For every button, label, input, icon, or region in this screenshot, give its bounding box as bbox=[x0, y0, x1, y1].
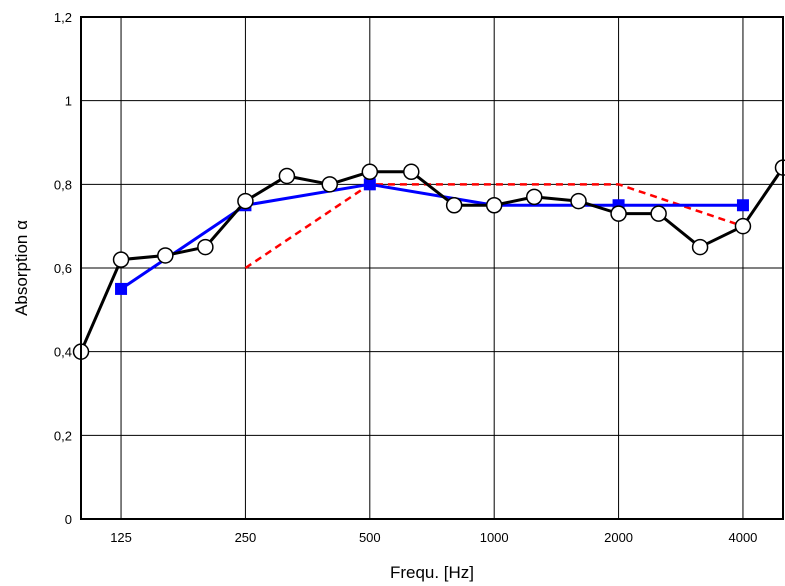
data-point bbox=[157, 247, 174, 264]
data-point bbox=[115, 282, 128, 295]
data-point bbox=[525, 188, 543, 206]
data-point bbox=[445, 197, 463, 214]
data-point bbox=[363, 178, 376, 191]
series-0 bbox=[72, 159, 785, 360]
y-tick-label: 0,6 bbox=[54, 261, 72, 276]
y-tick-label: 0,4 bbox=[54, 345, 72, 360]
y-tick-label: 0 bbox=[65, 512, 72, 527]
data-point bbox=[403, 163, 420, 181]
y-tick-label: 0,2 bbox=[54, 428, 72, 443]
x-tick-label: 4000 bbox=[728, 530, 757, 545]
data-point bbox=[485, 197, 503, 214]
data-point bbox=[278, 167, 296, 185]
data-point bbox=[112, 251, 130, 268]
x-axis-title: Frequ. [Hz] bbox=[390, 563, 474, 582]
data-point bbox=[321, 176, 339, 193]
series-line bbox=[244, 183, 744, 270]
plot-frame bbox=[80, 16, 784, 520]
y-tick-label: 0,8 bbox=[54, 177, 72, 192]
data-point bbox=[610, 205, 627, 222]
x-tick-label: 2000 bbox=[604, 530, 633, 545]
data-point bbox=[650, 205, 667, 222]
data-point bbox=[197, 238, 214, 256]
series-line bbox=[120, 182, 743, 291]
y-axis-title: Absorption α bbox=[12, 220, 31, 316]
x-axis-ticks: 125 250 500 1000 2000 4000 bbox=[110, 530, 757, 545]
data-point bbox=[734, 217, 752, 235]
data-point bbox=[361, 163, 379, 181]
y-tick-label: 1 bbox=[65, 94, 72, 109]
x-tick-label: 125 bbox=[110, 530, 132, 545]
data-point bbox=[570, 192, 587, 210]
data-point bbox=[691, 238, 709, 256]
data-point bbox=[736, 199, 749, 212]
series-layer bbox=[72, 159, 785, 360]
y-axis-ticks: 0 0,2 0,4 0,6 0,8 1 1,2 bbox=[54, 10, 72, 527]
data-point bbox=[237, 192, 254, 210]
grid-lines bbox=[81, 17, 783, 519]
y-tick-label: 1,2 bbox=[54, 10, 72, 25]
x-tick-label: 250 bbox=[235, 530, 257, 545]
x-tick-label: 1000 bbox=[480, 530, 509, 545]
x-tick-label: 500 bbox=[359, 530, 381, 545]
series-2 bbox=[244, 183, 744, 270]
